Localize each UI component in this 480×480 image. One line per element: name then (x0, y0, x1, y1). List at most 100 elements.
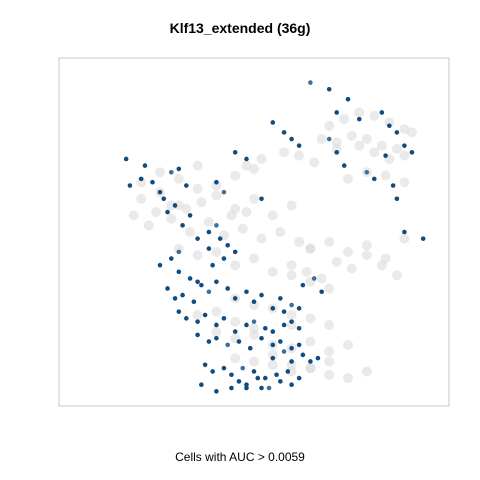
highlighted-point (319, 289, 324, 295)
highlighted-point (199, 282, 204, 288)
background-point (286, 310, 297, 320)
highlighted-point (311, 276, 317, 281)
background-point (391, 270, 402, 281)
background-point (399, 233, 410, 244)
background-point (203, 217, 214, 228)
highlighted-point (247, 345, 253, 351)
highlighted-point (168, 256, 174, 261)
background-point (279, 147, 290, 158)
highlighted-point (214, 223, 219, 228)
highlighted-point (244, 289, 249, 295)
background-point (346, 263, 357, 274)
background-point (361, 250, 372, 261)
background-point (309, 157, 320, 168)
highlighted-point (289, 359, 294, 364)
highlighted-point (390, 183, 396, 188)
highlighted-point (244, 322, 249, 328)
highlighted-point (259, 196, 264, 202)
highlighted-point (225, 286, 230, 291)
highlighted-point (127, 183, 133, 188)
highlighted-point (157, 189, 163, 195)
background-point (324, 346, 335, 357)
background-point (406, 127, 417, 138)
highlighted-point (123, 156, 129, 162)
highlighted-point (184, 183, 189, 188)
highlighted-point (394, 196, 400, 202)
background-point (343, 246, 353, 257)
highlighted-point (300, 282, 306, 288)
highlighted-point (251, 319, 257, 324)
highlighted-point (232, 329, 238, 334)
highlighted-point (326, 136, 332, 142)
highlighted-point (266, 385, 272, 391)
highlighted-point (191, 299, 197, 305)
background-point (230, 353, 241, 364)
highlighted-point (289, 302, 294, 308)
highlighted-point (326, 86, 332, 92)
background-point (267, 266, 278, 277)
highlighted-point (255, 375, 261, 381)
background-point (331, 256, 342, 267)
highlighted-point (217, 236, 223, 241)
background-point (376, 140, 387, 151)
highlighted-point (270, 355, 276, 361)
highlighted-point (289, 345, 294, 351)
background-point (316, 134, 327, 145)
highlighted-point (187, 213, 193, 218)
highlighted-point (259, 385, 264, 391)
background-point (256, 153, 267, 164)
highlighted-point (195, 279, 200, 285)
background-point (305, 336, 316, 347)
background-point (173, 200, 184, 211)
background-point (166, 200, 177, 211)
background-point (143, 220, 154, 231)
background-point (166, 213, 177, 224)
background-point (361, 134, 372, 145)
highlighted-point (236, 379, 242, 384)
background-point (316, 273, 327, 284)
background-point (249, 253, 259, 264)
highlighted-point (244, 382, 249, 388)
highlighted-point (308, 359, 313, 364)
highlighted-point (285, 369, 291, 374)
highlighted-point (168, 169, 174, 175)
background-point (346, 130, 357, 141)
chart-title: Klf13_extended (36g) (169, 20, 311, 36)
highlighted-point (176, 166, 182, 172)
highlighted-point (176, 309, 182, 314)
highlighted-point (206, 246, 212, 251)
plot-frame (58, 57, 450, 407)
highlighted-point (202, 362, 208, 368)
highlighted-point (165, 209, 170, 215)
background-point (211, 326, 222, 337)
background-point (324, 236, 335, 247)
highlighted-point (142, 163, 148, 168)
background-point (192, 183, 203, 194)
highlighted-point (195, 332, 200, 338)
highlighted-point (236, 339, 242, 344)
background-point (211, 306, 222, 317)
highlighted-point (387, 123, 392, 129)
background-point (211, 180, 222, 191)
highlighted-point (232, 150, 238, 155)
highlighted-point (187, 276, 193, 281)
highlighted-point (221, 189, 227, 195)
highlighted-points (123, 80, 426, 394)
highlighted-point (345, 96, 351, 102)
highlighted-point (221, 365, 227, 371)
highlighted-point (206, 339, 212, 344)
background-point (173, 173, 184, 184)
highlighted-point (270, 306, 276, 311)
highlighted-point (210, 262, 215, 268)
highlighted-point (308, 80, 313, 85)
highlighted-point (195, 319, 200, 324)
background-point (324, 319, 335, 330)
highlighted-point (161, 196, 167, 202)
background-point (305, 363, 316, 374)
highlighted-point (278, 379, 283, 384)
highlighted-point (262, 325, 268, 331)
background-point (286, 319, 297, 330)
background-point (294, 236, 305, 247)
background-point (324, 283, 335, 294)
highlighted-point (296, 325, 302, 331)
